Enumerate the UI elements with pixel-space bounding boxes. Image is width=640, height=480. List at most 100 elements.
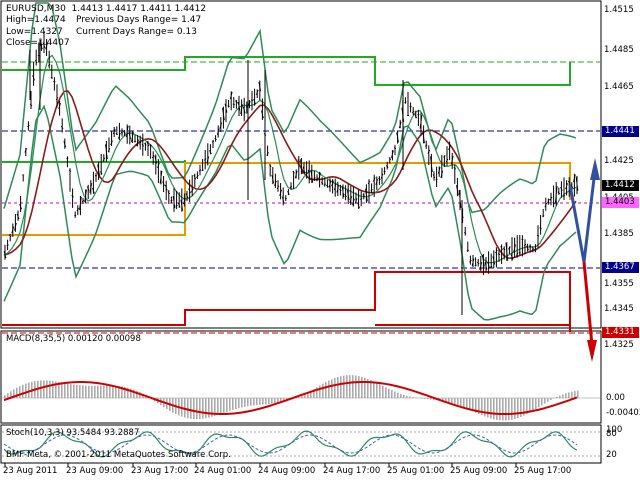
macd-bar (376, 382, 378, 398)
macd-bar (214, 398, 216, 416)
price-bar-tick (320, 181, 324, 185)
macd-bar (487, 398, 489, 418)
macd-bar (46, 380, 48, 398)
price-bar-tick (526, 245, 529, 251)
price-bar-tick (86, 186, 90, 191)
price-bar-tick (198, 169, 202, 172)
macd-bar (442, 398, 444, 402)
macd-bar (361, 376, 363, 398)
price-bar-tick (115, 133, 119, 136)
macd-bar (508, 398, 510, 421)
macd-bar (550, 398, 552, 401)
price-bar-tick (404, 101, 407, 103)
price-bar-tick (281, 196, 285, 204)
macd-bar (55, 381, 57, 398)
price-bar-tick (131, 131, 134, 143)
macd-bar (310, 390, 312, 398)
price-bar-tick (102, 157, 106, 162)
price-bar-tick (32, 75, 35, 81)
curr-range-info: Current Days Range= 0.13 (76, 27, 197, 37)
price-bar-tick (89, 183, 93, 193)
price-bar-tick (227, 105, 230, 107)
price-bar-tick (307, 169, 311, 181)
price-bar-tick (359, 197, 363, 200)
macd-bar (571, 391, 573, 398)
price-bar-tick (248, 101, 251, 106)
price-bar-tick (573, 174, 576, 183)
price-bar-tick (50, 77, 53, 79)
price-bar-tick (398, 121, 402, 129)
macd-bar (184, 398, 186, 418)
price-bar-tick (490, 266, 493, 268)
macd-signal-line (3, 381, 578, 415)
symbol-info: EURUSD,M30 1.4413 1.4417 1.4411 1.4412 (6, 4, 207, 14)
price-bar-tick (500, 246, 503, 251)
price-bar-tick (154, 156, 158, 164)
price-bar-tick (300, 159, 303, 174)
forecast-red-line (582, 261, 594, 346)
macd-bar (40, 380, 42, 398)
stoch-axis-max: 100 (606, 425, 623, 435)
macd-bar (229, 398, 231, 411)
price-bar-tick (549, 196, 553, 201)
price-bar-tick (175, 205, 178, 207)
price-bar-tick (323, 183, 327, 186)
price-bar-tick (354, 198, 358, 204)
macd-bar (13, 389, 15, 398)
price-bar-tick (552, 202, 555, 205)
price-bar-tick (310, 170, 314, 183)
time-ticks (4, 463, 517, 467)
close-info: Close=1.4407 (6, 38, 70, 48)
price-tag-current: 1.4412 (602, 180, 639, 191)
price-bar-tick (211, 140, 215, 143)
price-bar-tick (34, 60, 38, 64)
price-bar-tick (276, 185, 280, 190)
price-bar-tick (383, 170, 386, 173)
price-bar-tick (268, 164, 272, 167)
macd-bar (247, 398, 249, 407)
price-bar-tick (453, 167, 457, 170)
price-label: 1.4345 (604, 304, 634, 314)
price-bar-tick (92, 187, 95, 194)
price-bar-tick (279, 189, 282, 196)
macd-bar (334, 378, 336, 398)
macd-bar (133, 389, 135, 398)
macd-bar (577, 390, 579, 398)
macd-bar (25, 383, 27, 398)
price-bar-tick (266, 152, 269, 156)
macd-bar (7, 393, 9, 398)
price-bar-tick (40, 43, 43, 50)
bollinger-bands (3, 2, 577, 321)
price-bar-tick (531, 248, 535, 252)
macd-bar (193, 398, 195, 420)
macd-bar (307, 392, 309, 398)
price-bar-tick (305, 171, 308, 174)
price-tag-level: 1.4441 (602, 126, 639, 137)
price-bar-tick (120, 132, 124, 134)
macd-bar (430, 398, 432, 400)
price-bar-tick (471, 258, 475, 266)
price-bar-tick (16, 213, 20, 220)
moving-average (3, 90, 577, 259)
price-bar-tick (445, 158, 449, 162)
macd-bar (259, 398, 261, 405)
copyright-footer: BMF-Meta, © 2001-2011 MetaQuotes Softwar… (6, 450, 231, 460)
macd-bar (514, 398, 516, 420)
price-bar-tick (497, 253, 501, 256)
macd-bar (367, 378, 369, 398)
forecast-blue-arrow (590, 158, 600, 180)
macd-bar (79, 385, 81, 398)
price-bar-tick (224, 103, 228, 113)
price-bar-tick (575, 177, 579, 191)
price-bar-tick (128, 132, 132, 140)
price-bar-tick (365, 188, 368, 202)
price-bar-tick (151, 155, 155, 159)
price-tag-low: 1.4331 (602, 327, 639, 338)
price-bar-tick (66, 157, 69, 160)
macd-bar (208, 398, 210, 418)
price-bar-tick (253, 99, 256, 105)
price-bar-tick (133, 140, 137, 143)
price-bar-tick (271, 174, 275, 184)
time-label: 23 Aug 09:00 (66, 466, 124, 476)
